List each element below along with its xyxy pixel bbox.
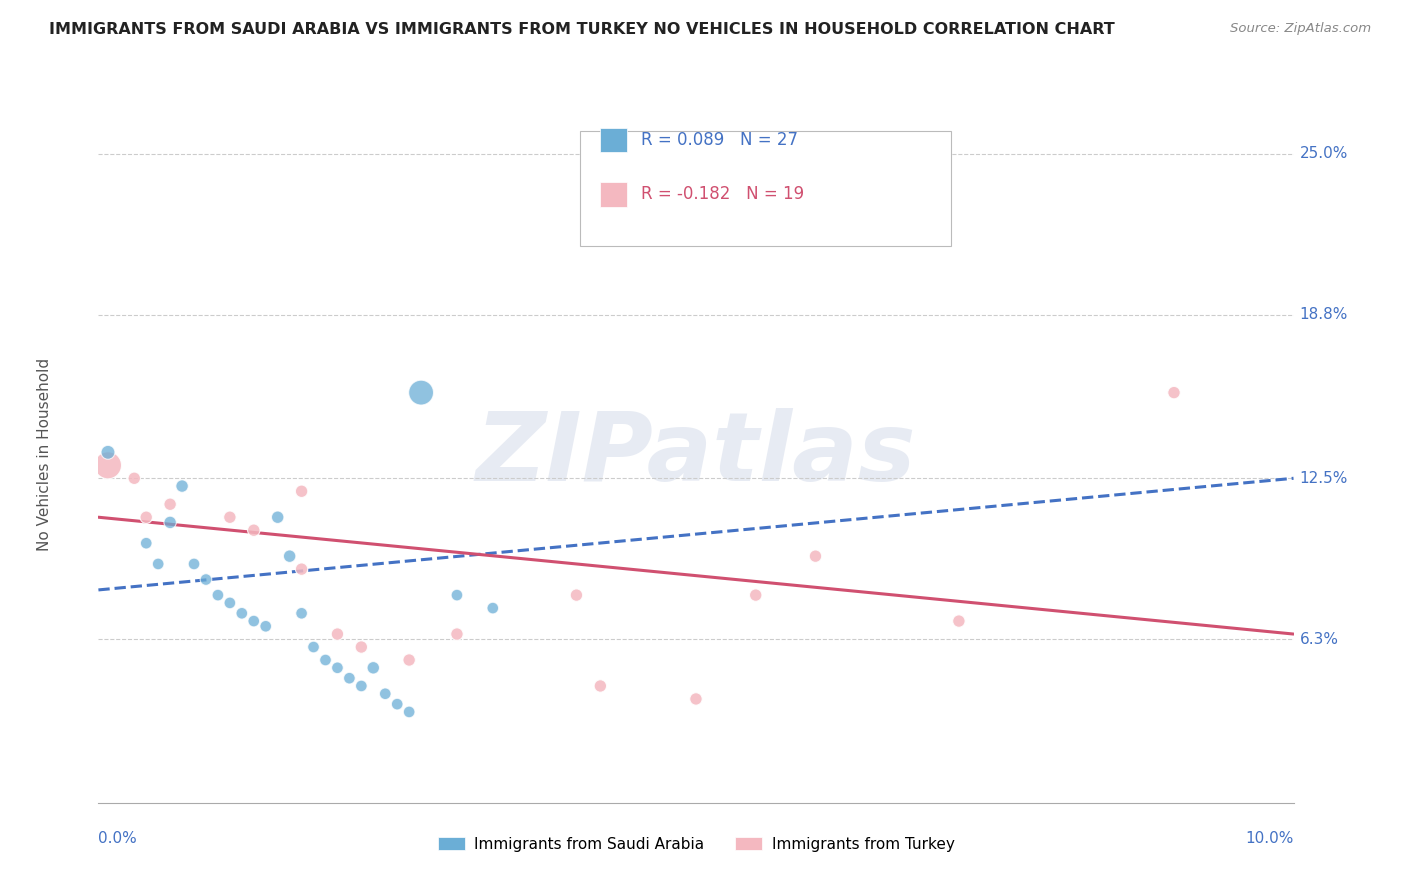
Point (231, 607, 253, 621)
Point (411, 385, 433, 400)
Text: 25.0%: 25.0% (1299, 146, 1348, 161)
Point (159, 516, 181, 530)
Point (385, 697, 409, 711)
Point (326, 627, 349, 641)
Text: ZIPatlas: ZIPatlas (475, 409, 917, 501)
Point (481, 601, 505, 615)
Text: 12.5%: 12.5% (1299, 471, 1348, 486)
Text: 18.8%: 18.8% (1299, 307, 1348, 322)
Point (446, 627, 468, 641)
Text: 6.3%: 6.3% (1299, 632, 1339, 647)
Point (339, 671, 360, 685)
Point (267, 510, 290, 524)
FancyBboxPatch shape (581, 131, 950, 246)
Point (589, 679, 612, 693)
Point (135, 510, 157, 524)
Point (948, 614, 970, 628)
Point (1163, 385, 1185, 400)
Point (135, 536, 157, 550)
Point (124, 471, 146, 485)
Point (398, 653, 420, 667)
Point (745, 588, 768, 602)
Legend: Immigrants from Saudi Arabia, Immigrants from Turkey: Immigrants from Saudi Arabia, Immigrants… (432, 830, 960, 858)
Point (97, 445, 120, 459)
Text: No Vehicles in Household: No Vehicles in Household (37, 359, 52, 551)
FancyBboxPatch shape (600, 182, 627, 207)
Point (804, 549, 827, 564)
Point (243, 523, 266, 537)
Point (194, 573, 218, 587)
Point (219, 510, 242, 524)
Point (446, 588, 468, 602)
Point (350, 679, 373, 693)
Point (148, 557, 170, 571)
Point (326, 661, 349, 675)
Point (398, 705, 420, 719)
Point (254, 619, 277, 633)
Point (565, 588, 588, 602)
Text: 0.0%: 0.0% (98, 830, 138, 846)
Point (159, 497, 181, 511)
Point (685, 692, 707, 706)
Text: Source: ZipAtlas.com: Source: ZipAtlas.com (1230, 22, 1371, 36)
Point (374, 687, 396, 701)
Point (183, 557, 205, 571)
Point (363, 661, 385, 675)
Point (243, 614, 266, 628)
Point (290, 562, 312, 576)
Point (315, 653, 337, 667)
Point (172, 479, 194, 493)
Point (207, 588, 229, 602)
Point (219, 596, 242, 610)
Text: R = 0.089   N = 27: R = 0.089 N = 27 (641, 131, 799, 149)
Point (97, 458, 120, 473)
Point (290, 607, 312, 621)
Point (290, 484, 312, 499)
Text: R = -0.182   N = 19: R = -0.182 N = 19 (641, 185, 804, 203)
FancyBboxPatch shape (600, 128, 627, 153)
Point (278, 549, 301, 564)
Text: 10.0%: 10.0% (1246, 830, 1294, 846)
Text: IMMIGRANTS FROM SAUDI ARABIA VS IMMIGRANTS FROM TURKEY NO VEHICLES IN HOUSEHOLD : IMMIGRANTS FROM SAUDI ARABIA VS IMMIGRAN… (49, 22, 1115, 37)
Point (302, 640, 325, 654)
Point (350, 640, 373, 654)
